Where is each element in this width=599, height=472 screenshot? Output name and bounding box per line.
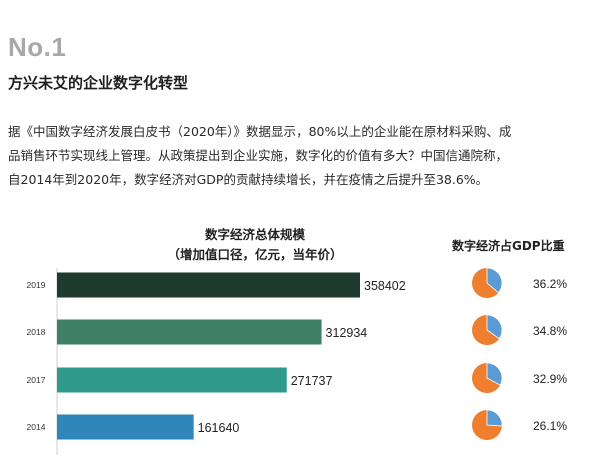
- bar-2014: [57, 414, 194, 440]
- pie-chart-title: 数字经济占GDP比重: [452, 239, 565, 253]
- bar-value-label-2019: 358402: [364, 279, 406, 293]
- pie-slice-2018: [486, 314, 503, 340]
- year-label-2017: 2017: [27, 375, 46, 385]
- year-label-2018: 2018: [27, 327, 46, 337]
- body-line: 自2014年到2020年，数字经济对GDP的贡献持续增长，并在疫情之后提升至38…: [8, 172, 489, 187]
- bar-2019: [57, 272, 360, 298]
- section-title: 方兴未艾的企业数字化转型: [8, 74, 189, 92]
- body-line: 据《中国数字经济发展白皮书（2020年）》数据显示，80%以上的企业能在原材料采…: [8, 124, 512, 139]
- year-label-2014: 2014: [27, 422, 46, 432]
- section-number: No.1: [8, 32, 67, 62]
- bar-chart-title: 数字经济总体规模 （增加值口径，亿元，当年价）: [150, 225, 360, 265]
- pie-value-label-2014: 26.1%: [533, 419, 567, 433]
- pie-slice-2014: [486, 409, 503, 427]
- bar-value-label-2014: 161640: [198, 421, 240, 435]
- pie-value-label-2018: 34.8%: [533, 324, 567, 338]
- body-paragraph: 据《中国数字经济发展白皮书（2020年）》数据显示，80%以上的企业能在原材料采…: [8, 120, 593, 192]
- body-line: 品销售环节实现线上管理。从政策提出到企业实施，数字化的价值有多大？中国信通院称，: [8, 148, 509, 163]
- bar-2018: [57, 319, 322, 345]
- pie-value-label-2017: 32.9%: [533, 372, 567, 386]
- bar-chart-title-line: 数字经济总体规模: [204, 227, 305, 242]
- year-label-2019: 2019: [27, 280, 46, 290]
- bar-chart-subtitle-line: （增加值口径，亿元，当年价）: [167, 247, 343, 262]
- pie-slice-2017: [486, 362, 503, 386]
- pie-slice-2019: [486, 267, 503, 294]
- bar-value-label-2018: 312934: [326, 326, 368, 340]
- bar-2017: [57, 367, 287, 393]
- bar-value-label-2017: 271737: [291, 374, 333, 388]
- pie-value-label-2019: 36.2%: [533, 277, 567, 291]
